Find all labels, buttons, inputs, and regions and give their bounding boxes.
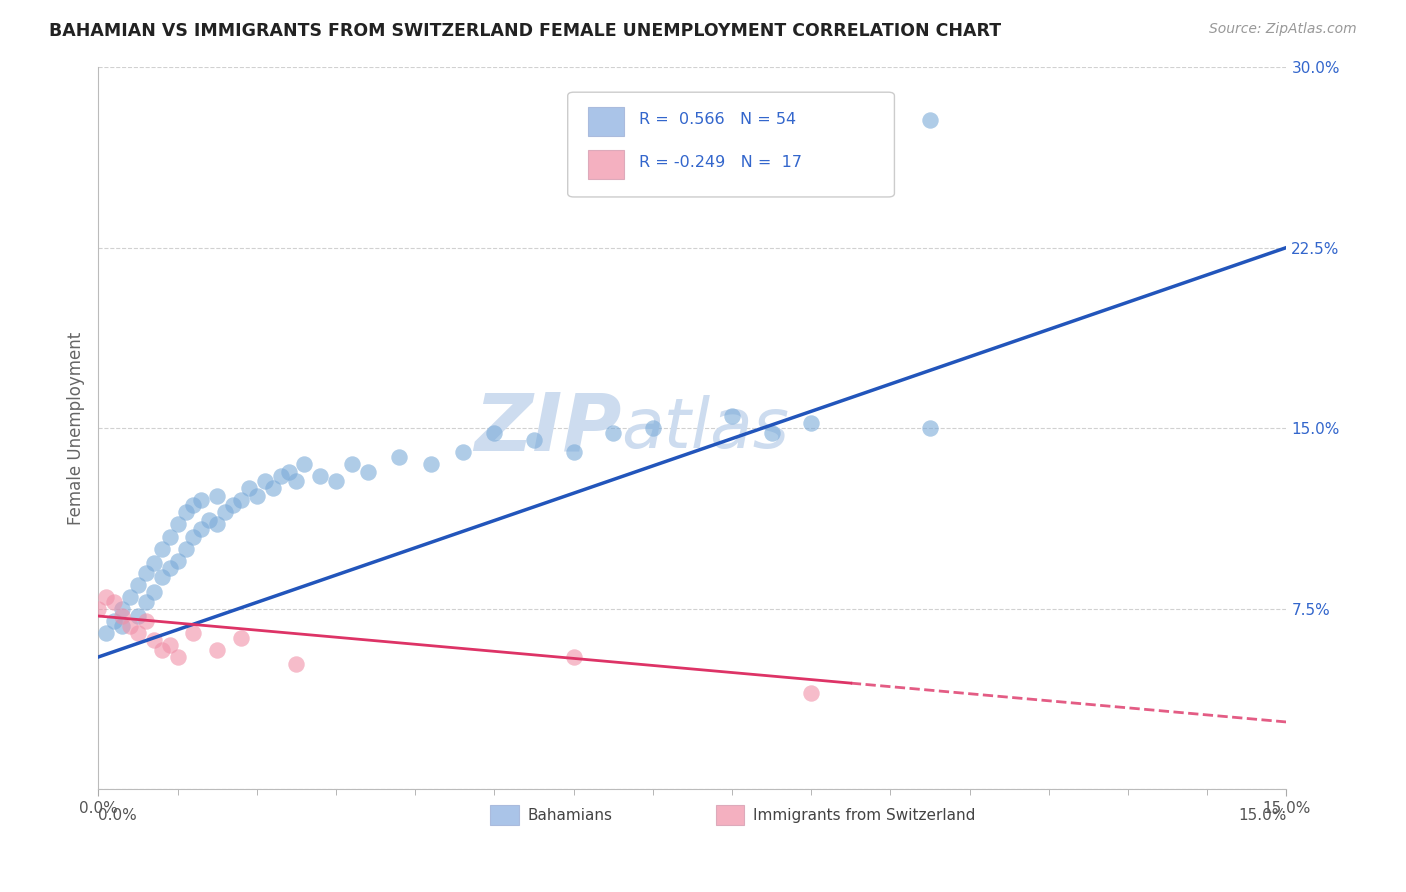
Point: [127, 578, 149, 592]
Point: [166, 553, 188, 568]
Point: [270, 469, 292, 483]
Point: [214, 505, 236, 519]
Text: BAHAMIAN VS IMMIGRANTS FROM SWITZERLAND FEMALE UNEMPLOYMENT CORRELATION CHART: BAHAMIAN VS IMMIGRANTS FROM SWITZERLAND …: [49, 22, 1001, 40]
Point: [150, 570, 173, 584]
Point: [484, 425, 506, 440]
Point: [96, 590, 118, 604]
Point: [451, 445, 474, 459]
Point: [602, 425, 624, 440]
Point: [229, 631, 252, 645]
Point: [103, 614, 125, 628]
Point: [357, 465, 380, 479]
Point: [292, 457, 315, 471]
Point: [135, 594, 157, 608]
Point: [238, 482, 260, 496]
Point: [246, 489, 269, 503]
Point: [229, 493, 252, 508]
Y-axis label: Female Unemployment: Female Unemployment: [66, 332, 84, 524]
FancyBboxPatch shape: [568, 92, 894, 197]
Point: [127, 626, 149, 640]
Point: [166, 649, 188, 664]
Text: atlas: atlas: [621, 394, 789, 462]
Point: [111, 609, 134, 624]
Text: R = -0.249   N =  17: R = -0.249 N = 17: [638, 155, 801, 170]
Point: [111, 618, 134, 632]
Point: [174, 541, 197, 556]
Point: [262, 482, 284, 496]
Point: [205, 517, 228, 532]
Point: [721, 409, 744, 424]
Point: [103, 594, 125, 608]
Point: [174, 505, 197, 519]
Point: [166, 517, 188, 532]
Point: [127, 609, 149, 624]
Point: [205, 642, 228, 657]
Point: [159, 561, 181, 575]
Text: 0.0%: 0.0%: [98, 808, 138, 822]
Point: [150, 541, 173, 556]
Point: [142, 556, 165, 570]
Point: [87, 602, 110, 616]
Point: [340, 457, 363, 471]
Point: [183, 626, 205, 640]
Point: [150, 642, 173, 657]
Point: [420, 457, 443, 471]
Point: [198, 513, 221, 527]
Point: [253, 474, 276, 488]
Point: [285, 657, 308, 672]
Point: [222, 498, 245, 512]
Point: [120, 590, 142, 604]
Text: Bahamians: Bahamians: [527, 808, 612, 822]
Text: Source: ZipAtlas.com: Source: ZipAtlas.com: [1209, 22, 1357, 37]
Point: [277, 465, 299, 479]
Point: [562, 445, 585, 459]
Point: [309, 469, 332, 483]
Text: R =  0.566   N = 54: R = 0.566 N = 54: [638, 112, 796, 128]
Point: [135, 614, 157, 628]
Bar: [588, 150, 623, 179]
Point: [142, 585, 165, 599]
Point: [800, 417, 823, 431]
Point: [523, 434, 546, 448]
Point: [96, 626, 118, 640]
Point: [183, 498, 205, 512]
Point: [641, 421, 664, 435]
Point: [562, 649, 585, 664]
Point: [205, 489, 228, 503]
Text: Immigrants from Switzerland: Immigrants from Switzerland: [752, 808, 976, 822]
Point: [800, 686, 823, 700]
Point: [761, 425, 783, 440]
Point: [135, 566, 157, 580]
Point: [285, 474, 308, 488]
Point: [120, 618, 142, 632]
Text: ZIP: ZIP: [474, 389, 621, 467]
Point: [159, 530, 181, 544]
Point: [190, 522, 212, 536]
Point: [183, 530, 205, 544]
Point: [111, 602, 134, 616]
Point: [920, 421, 942, 435]
Point: [388, 450, 411, 464]
Point: [190, 493, 212, 508]
Point: [325, 474, 347, 488]
Bar: [588, 107, 623, 136]
Point: [142, 633, 165, 648]
Text: 15.0%: 15.0%: [1239, 808, 1286, 822]
Point: [920, 112, 942, 127]
Point: [159, 638, 181, 652]
